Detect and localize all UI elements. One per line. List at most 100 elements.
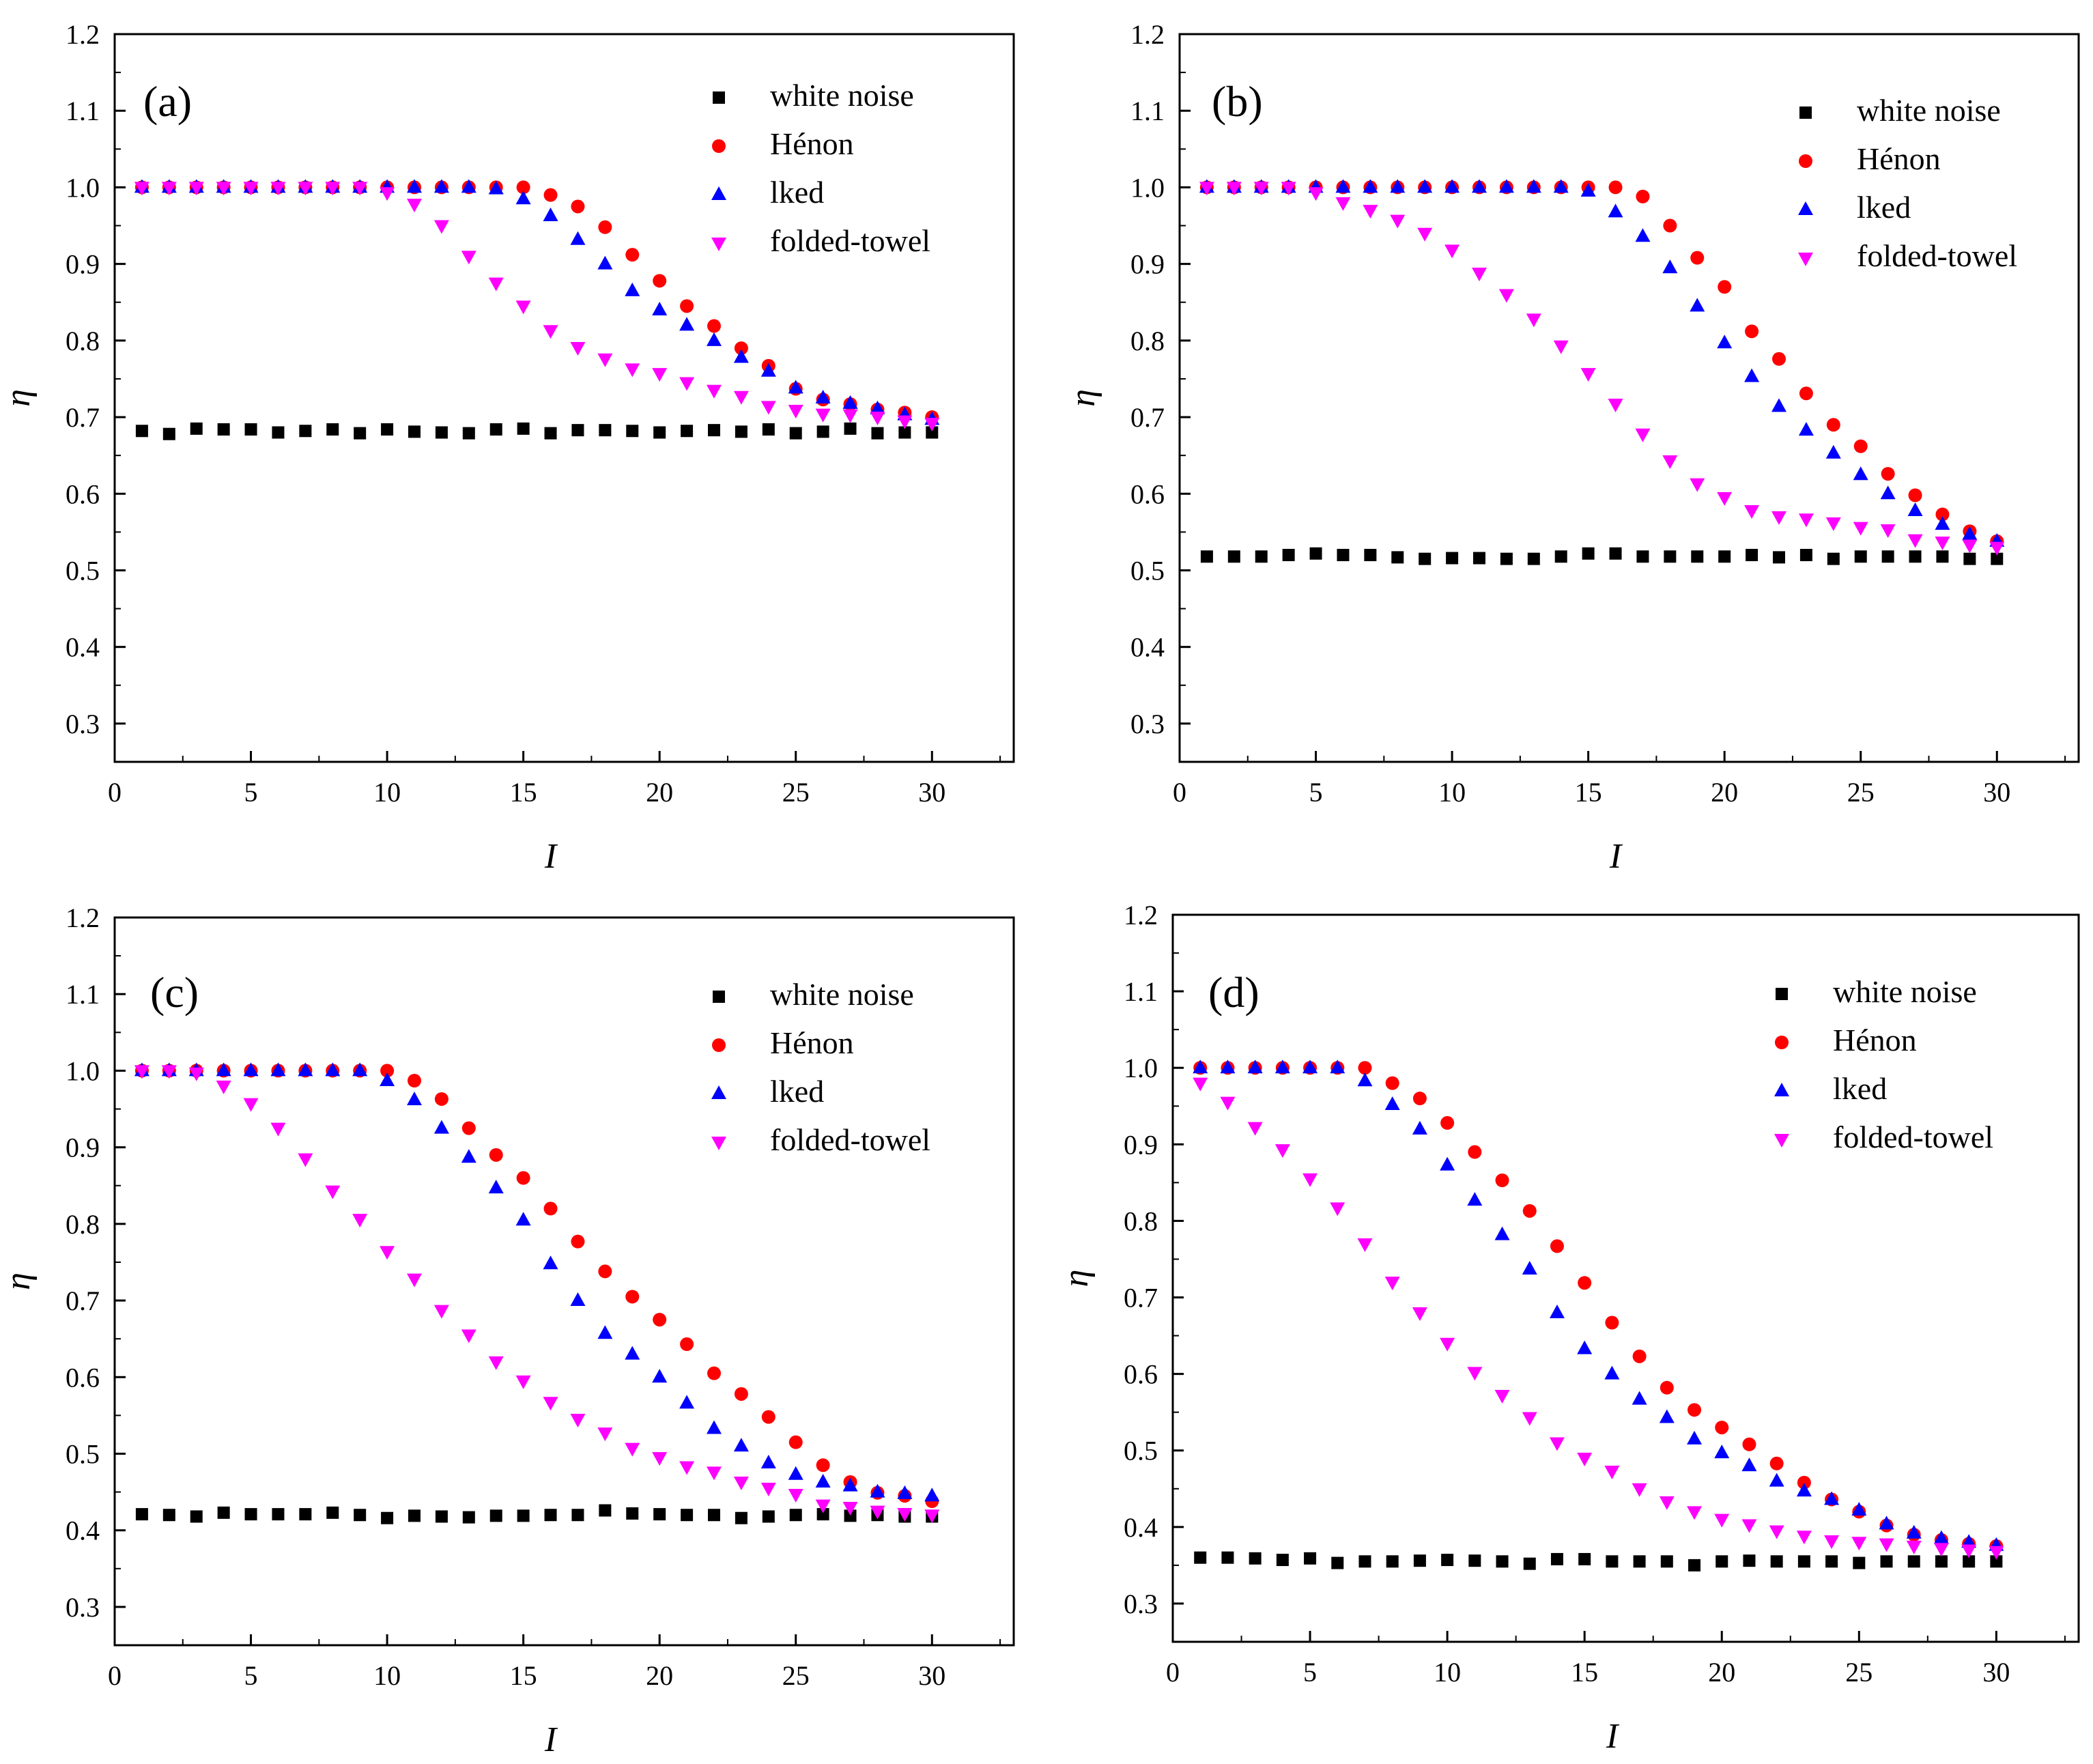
y-tick-label: 1.1 xyxy=(1130,96,1165,126)
data-point xyxy=(1933,1543,1949,1557)
y-tick-label: 0.3 xyxy=(1124,1589,1158,1619)
x-tick-label: 0 xyxy=(108,1660,122,1691)
data-point xyxy=(1687,1506,1703,1520)
data-point xyxy=(1473,552,1485,565)
y-tick-label: 0.6 xyxy=(66,479,100,509)
y-tick-label: 0.9 xyxy=(66,249,100,280)
data-point xyxy=(597,255,613,270)
data-point xyxy=(1605,1315,1619,1330)
data-point xyxy=(571,424,584,437)
data-point xyxy=(1717,335,1733,349)
data-point xyxy=(1798,422,1814,436)
x-tick-label: 30 xyxy=(918,1660,945,1691)
data-point xyxy=(571,199,585,214)
data-point xyxy=(461,251,476,265)
series-folded-towel xyxy=(134,1065,940,1524)
data-point xyxy=(1330,1202,1346,1217)
data-point xyxy=(1690,478,1705,492)
data-point xyxy=(707,319,721,333)
y-axis-title: η xyxy=(1064,389,1102,407)
data-point xyxy=(1771,398,1786,412)
data-point xyxy=(1220,1059,1236,1074)
data-point xyxy=(1419,552,1432,565)
data-point xyxy=(435,1510,448,1523)
data-point xyxy=(1664,550,1677,563)
data-point xyxy=(244,423,257,436)
data-point xyxy=(216,1062,231,1077)
data-point xyxy=(788,1488,803,1503)
plot-frame xyxy=(1178,33,2080,763)
data-point xyxy=(570,1292,586,1307)
data-point xyxy=(1796,1483,1812,1497)
data-point xyxy=(1961,1544,1977,1559)
data-point xyxy=(1335,197,1351,211)
data-point xyxy=(570,1413,586,1427)
data-point xyxy=(433,179,449,193)
x-tick-label: 0 xyxy=(1173,777,1186,808)
x-tick-label: 10 xyxy=(373,777,401,808)
data-point xyxy=(570,341,586,356)
data-point xyxy=(707,1366,721,1380)
data-point xyxy=(488,1356,504,1370)
data-point xyxy=(1741,1519,1757,1533)
data-point xyxy=(842,395,858,409)
data-point xyxy=(733,349,749,363)
legend-label: folded-towel xyxy=(770,223,930,258)
data-point xyxy=(135,1508,148,1521)
y-tick-label: 1.1 xyxy=(66,979,100,1010)
data-point xyxy=(570,231,586,245)
legend-marker xyxy=(1799,106,1812,119)
data-point xyxy=(733,390,749,405)
legend-marker xyxy=(1775,1036,1789,1049)
data-point xyxy=(1580,183,1596,197)
y-tick-label: 0.5 xyxy=(66,555,100,586)
data-point xyxy=(1687,1430,1703,1445)
y-axis-title: η xyxy=(0,1272,38,1290)
data-point xyxy=(408,1509,421,1522)
data-point xyxy=(1690,298,1705,312)
data-point xyxy=(1220,1096,1236,1111)
data-point xyxy=(1304,1552,1317,1565)
data-point xyxy=(1363,205,1378,219)
data-point xyxy=(625,1346,640,1360)
data-point xyxy=(489,423,502,436)
data-point xyxy=(1199,182,1214,196)
data-point xyxy=(1718,280,1732,294)
data-point xyxy=(1635,228,1651,242)
data-point xyxy=(1825,1555,1838,1568)
data-point xyxy=(1609,547,1622,560)
data-point xyxy=(515,1212,531,1226)
data-point xyxy=(298,1153,313,1167)
data-point xyxy=(1522,1412,1537,1426)
data-point xyxy=(679,377,695,391)
data-point xyxy=(597,353,613,367)
data-point xyxy=(1796,1531,1812,1545)
data-point xyxy=(1963,1555,1976,1568)
data-point xyxy=(681,425,694,438)
data-point xyxy=(598,1264,612,1279)
y-tick-label: 1.0 xyxy=(66,172,100,203)
data-point xyxy=(489,1509,502,1522)
data-point xyxy=(1194,1551,1207,1564)
data-point xyxy=(381,423,394,436)
data-point xyxy=(1798,513,1814,528)
data-point xyxy=(1935,536,1950,550)
x-tick-label: 15 xyxy=(1575,777,1602,808)
data-point xyxy=(1853,1556,1866,1569)
x-tick-label: 30 xyxy=(918,777,945,808)
legend-label: white noise xyxy=(1857,93,2001,128)
data-point xyxy=(1909,550,1922,563)
data-point xyxy=(243,1098,259,1112)
data-point xyxy=(1906,1540,1922,1554)
data-point xyxy=(1337,549,1350,562)
data-point xyxy=(870,412,885,426)
data-point xyxy=(1440,1156,1455,1171)
legend-marker xyxy=(711,186,726,200)
data-point xyxy=(270,182,286,196)
y-tick-label: 1.2 xyxy=(66,902,100,933)
data-point xyxy=(1523,1557,1536,1570)
legend-marker xyxy=(1776,988,1788,1000)
data-point xyxy=(870,400,885,414)
data-point xyxy=(1494,1390,1510,1404)
data-point xyxy=(1746,549,1759,562)
